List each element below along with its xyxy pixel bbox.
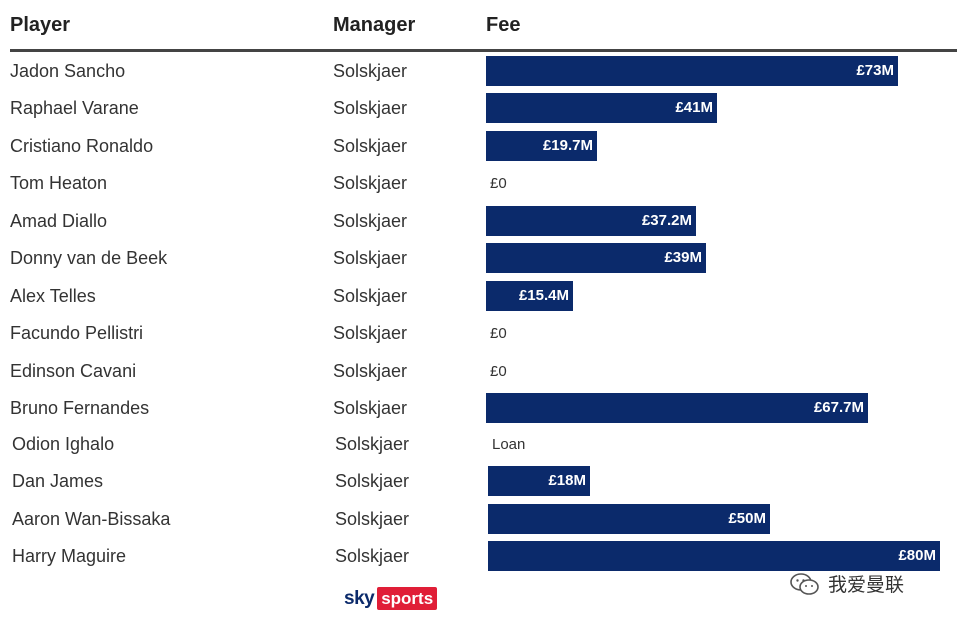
fee-bar-label: £67.7M: [813, 399, 864, 416]
player-name: Facundo Pellistri: [10, 323, 144, 343]
fee-bar: £80M: [488, 541, 940, 571]
header-fee: Fee: [486, 14, 521, 36]
header-rule: [10, 49, 957, 52]
header-player: Player: [10, 14, 71, 36]
manager-name: Solskjaer: [335, 509, 410, 529]
manager-name: Solskjaer: [333, 211, 408, 231]
wechat-icon: [790, 572, 819, 595]
manager-name: Solskjaer: [333, 398, 408, 418]
fee-text: Loan: [492, 436, 526, 453]
fee-bar: £41M: [486, 93, 717, 123]
fee-bar: £50M: [488, 504, 770, 534]
fee-text: £0: [490, 363, 507, 380]
player-name: Bruno Fernandes: [10, 398, 150, 418]
fee-bar-label: £18M: [548, 472, 586, 489]
fee-bar: £39M: [486, 243, 706, 273]
player-name: Raphael Varane: [10, 98, 139, 118]
player-name: Harry Maguire: [12, 546, 127, 566]
fee-bar: £73M: [486, 56, 898, 86]
manager-name: Solskjaer: [333, 248, 408, 268]
player-name: Amad Diallo: [10, 211, 108, 231]
fee-text: £0: [490, 175, 507, 192]
manager-name: Solskjaer: [333, 98, 408, 118]
logo-sports-text: sports: [377, 587, 438, 610]
manager-name: Solskjaer: [335, 434, 410, 454]
manager-name: Solskjaer: [333, 361, 408, 381]
player-name: Odion Ighalo: [12, 434, 115, 454]
manager-name: Solskjaer: [333, 61, 408, 81]
player-name: Aaron Wan-Bissaka: [12, 509, 171, 529]
manager-name: Solskjaer: [333, 286, 408, 306]
player-name: Donny van de Beek: [10, 248, 168, 268]
player-name: Alex Telles: [10, 286, 96, 306]
player-name: Dan James: [12, 471, 104, 491]
fee-bar-label: £80M: [898, 547, 936, 564]
player-name: Cristiano Ronaldo: [10, 136, 154, 156]
fee-bar-label: £37.2M: [641, 212, 692, 229]
manager-name: Solskjaer: [335, 546, 410, 566]
fee-bar: £19.7M: [486, 131, 597, 161]
fee-bar-label: £39M: [664, 249, 702, 266]
fee-bar-label: £19.7M: [542, 137, 593, 154]
watermark-text: 我爱曼联: [828, 575, 905, 596]
fee-bar-label: £73M: [856, 62, 894, 79]
fee-bar-label: £41M: [675, 99, 713, 116]
header-manager: Manager: [333, 14, 416, 36]
manager-name: Solskjaer: [335, 471, 410, 491]
manager-name: Solskjaer: [333, 136, 408, 156]
manager-name: Solskjaer: [333, 323, 408, 343]
player-name: Jadon Sancho: [10, 61, 126, 81]
logo-sky-text: sky: [344, 587, 375, 609]
fee-bar-label: £50M: [728, 510, 766, 527]
player-name: Edinson Cavani: [10, 361, 137, 381]
fee-bar: £18M: [488, 466, 590, 496]
player-name: Tom Heaton: [10, 173, 108, 193]
fee-text: £0: [490, 325, 507, 342]
fee-bar: £67.7M: [486, 393, 868, 423]
fee-bar: £37.2M: [486, 206, 696, 236]
watermark: 我爱曼联: [790, 570, 904, 597]
fee-bar: £15.4M: [486, 281, 573, 311]
sky-sports-logo: sky sports: [344, 586, 438, 611]
manager-name: Solskjaer: [333, 173, 408, 193]
fee-bar-label: £15.4M: [518, 287, 569, 304]
